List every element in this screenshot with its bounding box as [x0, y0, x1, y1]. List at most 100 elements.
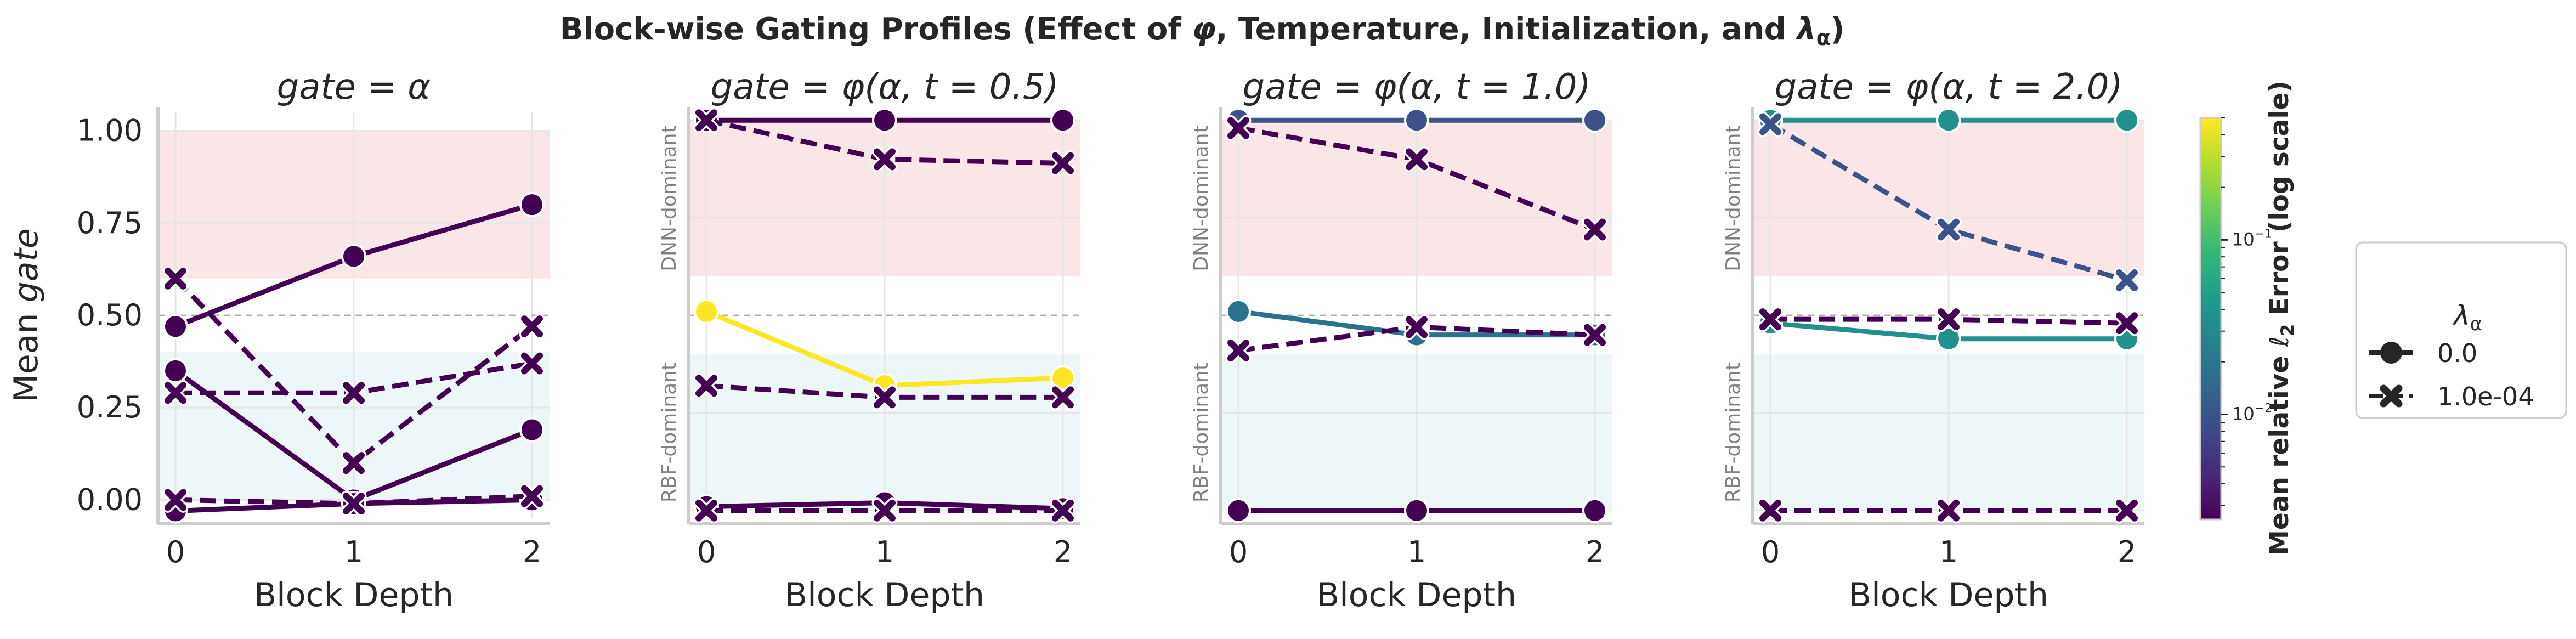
data-point-x	[1052, 152, 1074, 174]
data-point-x	[1759, 113, 1781, 135]
panel-title: gate = φ(α, t = 1.0)	[1243, 67, 1591, 108]
data-point-x	[1052, 499, 1074, 522]
band-label-dnn: DNN-dominant	[658, 125, 681, 271]
band-label-rbf: RBF-dominant	[658, 363, 681, 502]
data-point-circle	[163, 358, 188, 383]
data-point-x	[343, 452, 365, 474]
data-point-x	[1938, 308, 1960, 331]
data-point-x	[874, 499, 896, 522]
x-tick-label: 2	[1586, 535, 1604, 569]
data-point-x	[2116, 269, 2138, 291]
data-point-x	[695, 499, 717, 522]
legend: λα 0.0 1.0e-04	[2355, 241, 2567, 419]
y-tick-label: 0.50	[77, 298, 143, 332]
x-axis-label: Block Depth	[1317, 576, 1516, 614]
data-point-circle	[872, 108, 897, 133]
data-point-circle	[1404, 108, 1429, 133]
data-point-circle	[519, 417, 545, 443]
data-point-circle	[1936, 326, 1961, 352]
x-tick-label: 0	[1229, 535, 1248, 569]
panel-title: gate = φ(α, t = 0.5)	[711, 67, 1059, 108]
x-axis-label: Block Depth	[254, 576, 454, 614]
data-point-x	[521, 352, 543, 375]
x-tick-label: 1	[1407, 535, 1426, 569]
data-point-circle	[1582, 497, 1607, 523]
data-point-x	[874, 148, 896, 171]
data-point-x	[1584, 218, 1606, 241]
data-point-circle	[1404, 497, 1429, 523]
legend-marker-circle	[2380, 342, 2402, 364]
data-point-x	[165, 489, 186, 511]
data-point-x	[2116, 499, 2138, 522]
data-point-x	[695, 375, 717, 397]
data-point-x	[1938, 499, 1960, 522]
data-point-x	[1759, 308, 1781, 331]
data-point-x	[343, 382, 365, 404]
data-point-circle	[341, 244, 366, 269]
band-label-rbf: RBF-dominant	[1722, 363, 1745, 502]
data-point-x	[874, 386, 896, 409]
x-tick-label: 0	[1761, 535, 1780, 569]
data-point-x	[343, 493, 365, 515]
legend-entry-lambda-0: 0.0	[2369, 338, 2477, 368]
data-point-circle	[1050, 365, 1075, 391]
y-tick-label: 1.00	[77, 114, 143, 148]
data-point-circle	[1226, 497, 1251, 523]
panel-gate-phi-t05: 0 1 2 Block Depth DNN-dominant RBF-dominant ga…	[658, 67, 1080, 614]
x-tick-label: 2	[523, 535, 541, 569]
band-label-dnn: DNN-dominant	[1190, 125, 1213, 271]
x-tick-label: 1	[344, 535, 363, 569]
x-tick-label: 0	[697, 535, 716, 569]
data-point-x	[2116, 312, 2138, 335]
data-point-x	[1227, 340, 1249, 362]
x-tick-label: 0	[166, 535, 185, 569]
data-point-circle	[1226, 298, 1251, 324]
y-tick-label: 0.75	[77, 206, 143, 240]
legend-frame	[2355, 241, 2567, 419]
panel-gate-phi-t20: 0 1 2 Block Depth DNN-dominant RBF-dominant ga…	[1722, 67, 2144, 614]
data-point-x	[1938, 218, 1960, 241]
legend-label-lambda-0: 0.0	[2437, 338, 2477, 368]
band-label-dnn: DNN-dominant	[1722, 125, 1745, 271]
y-tick-label: 0.25	[77, 390, 143, 425]
data-point-x	[1584, 324, 1606, 346]
colorbar: 10−1 10−2 Mean relative ℓ2 Error (log sca…	[2199, 81, 2298, 556]
x-axis-label: Block Depth	[1849, 576, 2048, 614]
y-axis-label: Mean gate	[7, 228, 46, 403]
panel-gate-alpha: 0 1 2 Block Depth 0.00 0.25 0.50 0.75 1.00 Mean g…	[7, 67, 550, 614]
data-point-circle	[519, 192, 545, 218]
colorbar-tick-label: 10−1	[2232, 227, 2272, 250]
y-tick-label: 0.00	[77, 482, 143, 517]
data-point-x	[521, 485, 543, 507]
data-point-circle	[1582, 108, 1607, 133]
legend-entry-lambda-1e-4: 1.0e-04	[2369, 382, 2534, 411]
data-point-circle	[1050, 108, 1075, 133]
data-point-circle	[2114, 108, 2139, 133]
x-tick-label: 2	[2118, 535, 2136, 569]
data-point-x	[521, 315, 543, 338]
panel-title: gate = α	[277, 67, 431, 108]
legend-marker-x	[2380, 384, 2403, 408]
data-point-x	[1406, 148, 1428, 171]
data-point-x	[1759, 499, 1781, 522]
colorbar-gradient	[2199, 117, 2222, 521]
data-point-x	[1052, 386, 1074, 409]
data-point-x	[165, 267, 186, 290]
data-point-circle	[694, 298, 719, 324]
data-point-x	[1406, 316, 1428, 338]
colorbar-tick-label: 10−2	[2232, 402, 2272, 424]
band-label-rbf: RBF-dominant	[1190, 363, 1213, 502]
data-point-x	[695, 109, 717, 132]
panel-gate-phi-t10: 0 1 2 Block Depth DNN-dominant RBF-dominant ga…	[1190, 67, 1612, 614]
data-point-circle	[163, 314, 188, 340]
x-axis-label: Block Depth	[785, 576, 984, 614]
colorbar-label: Mean relative ℓ2 Error (log scale)	[2264, 81, 2298, 556]
x-tick-label: 1	[875, 535, 894, 569]
data-point-circle	[1936, 108, 1961, 133]
panel-title: gate = φ(α, t = 2.0)	[1775, 67, 2123, 108]
x-tick-label: 1	[1939, 535, 1958, 569]
figure-suptitle: Block-wise Gating Profiles (Effect of φ,…	[560, 12, 1845, 50]
data-point-x	[1227, 117, 1249, 139]
legend-label-lambda-1e-4: 1.0e-04	[2437, 382, 2534, 411]
